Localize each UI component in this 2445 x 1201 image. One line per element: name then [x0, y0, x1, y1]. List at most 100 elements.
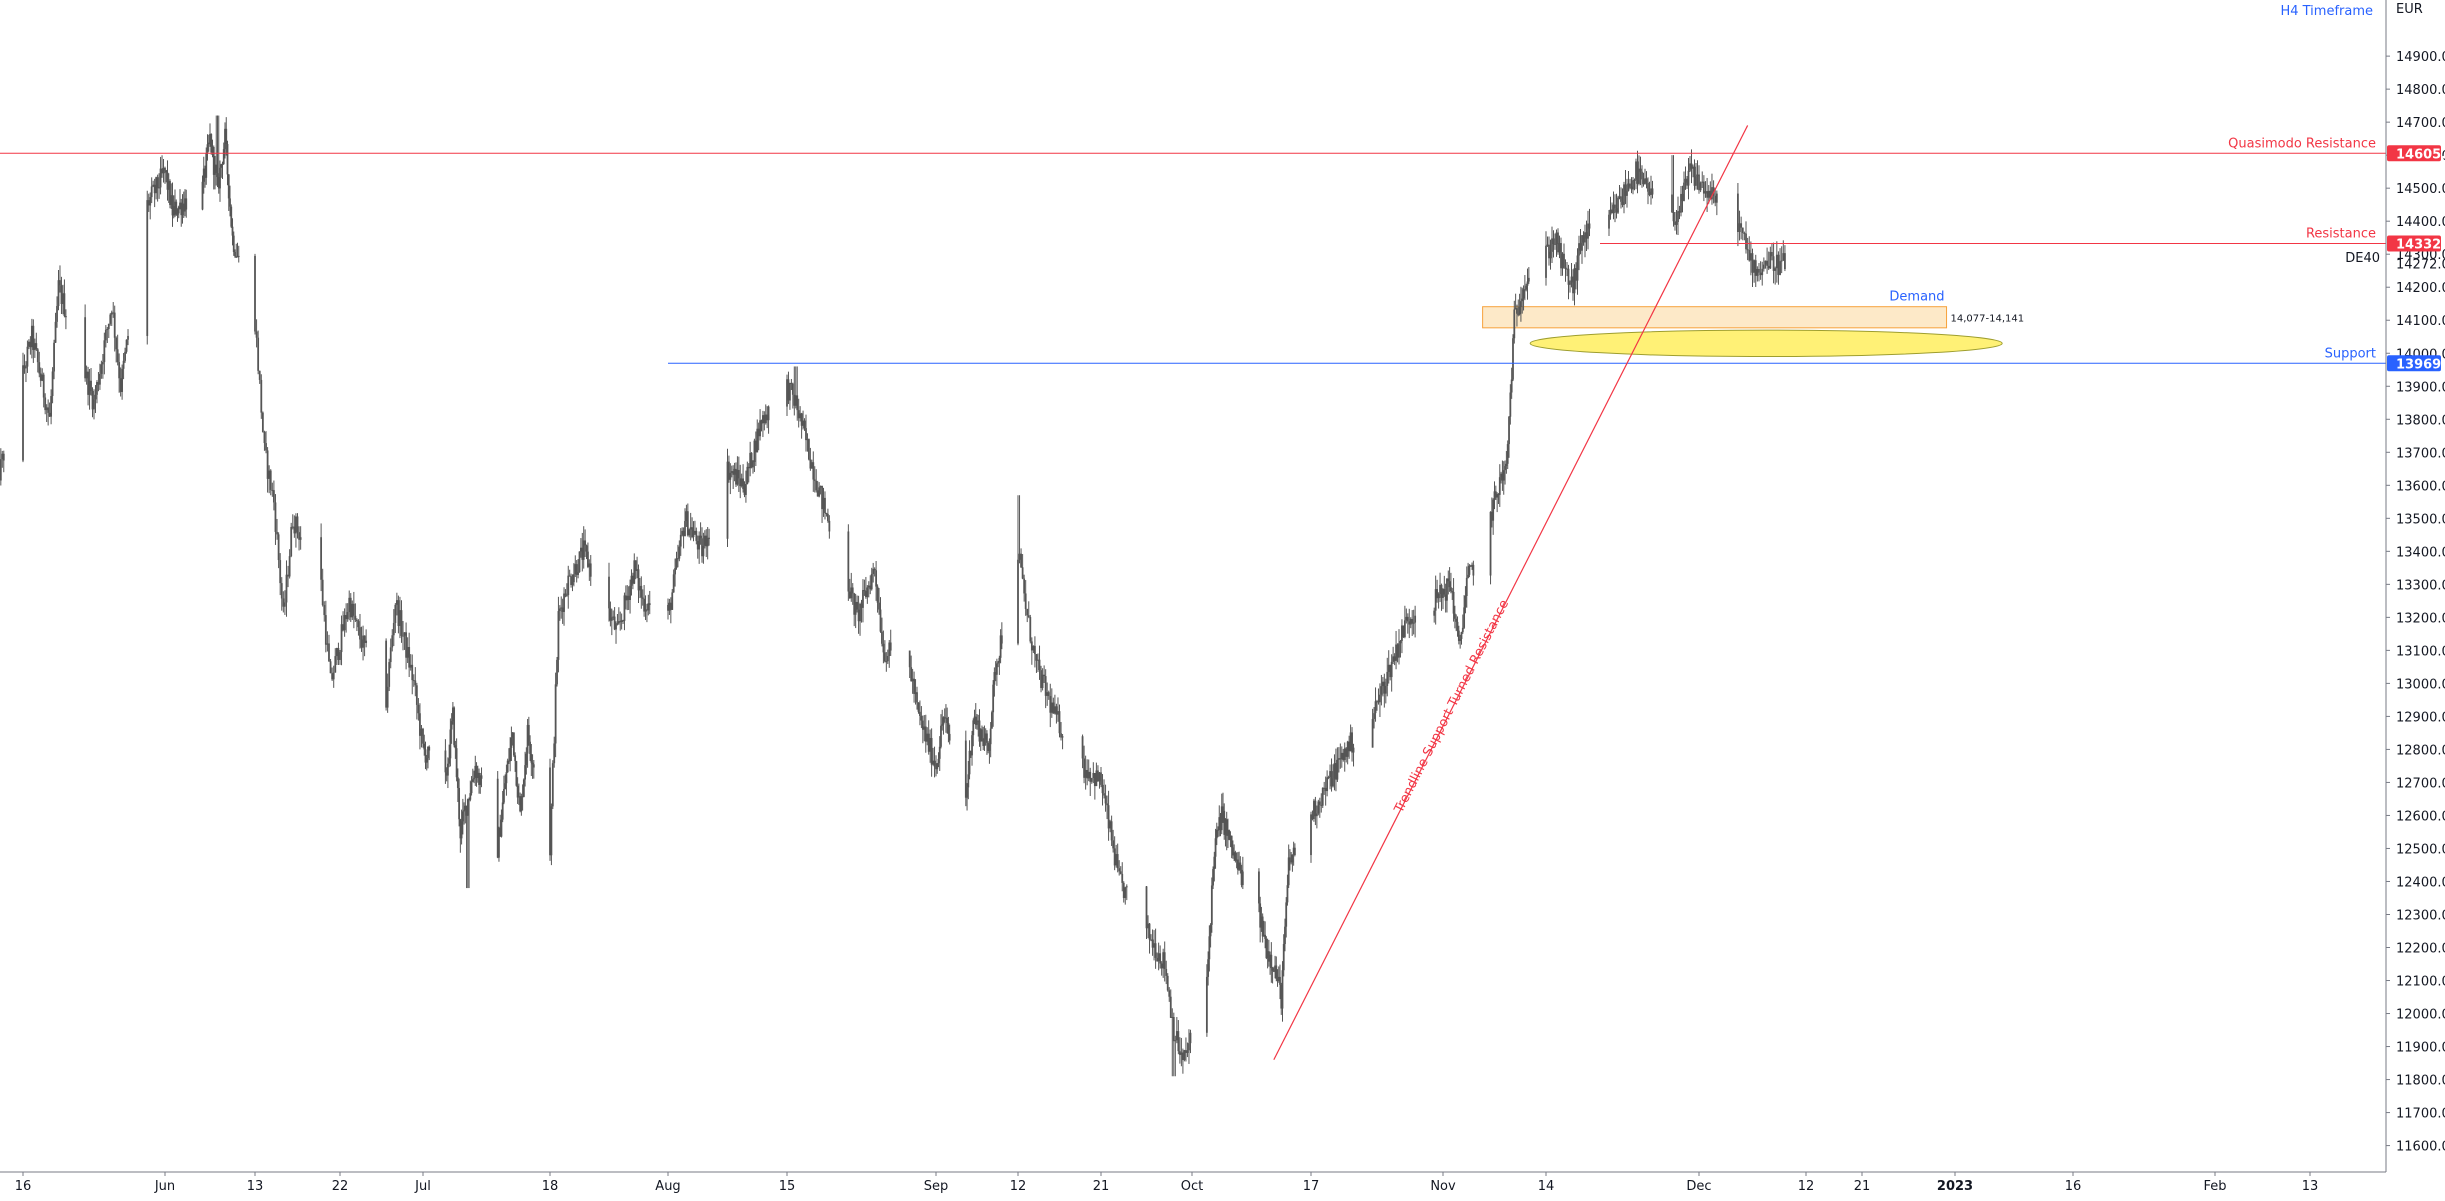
- highlight-ellipse[interactable]: [1530, 330, 2002, 356]
- candle-body: [1563, 254, 1565, 268]
- candle-body: [1640, 169, 1642, 172]
- candle-body: [354, 616, 356, 620]
- candle-body: [103, 340, 105, 362]
- candle-body: [262, 413, 264, 432]
- candle-body: [515, 761, 517, 786]
- candle-body: [1082, 736, 1084, 758]
- candle-body: [456, 748, 458, 777]
- candle-body: [503, 789, 505, 802]
- time-tick-label: Nov: [1430, 1179, 1456, 1194]
- candle-body: [1213, 857, 1215, 869]
- price-tick-label: 14100.0: [2396, 314, 2445, 329]
- candle-body: [1272, 968, 1274, 971]
- candle-body: [680, 535, 682, 547]
- candle-body: [1739, 223, 1741, 232]
- candle-body: [1173, 1017, 1175, 1041]
- candle-body: [1520, 301, 1522, 307]
- price-tick-label: 13000.0: [2396, 677, 2445, 692]
- candle-body: [410, 665, 412, 668]
- demand-zone[interactable]: [1483, 307, 1947, 328]
- candle-body: [852, 587, 854, 593]
- candle-body: [295, 516, 297, 533]
- candle-body: [123, 361, 125, 369]
- candle-body: [1577, 256, 1579, 281]
- candle-body: [884, 652, 886, 661]
- candle-body: [1646, 178, 1648, 182]
- candle-body: [1206, 977, 1208, 1033]
- candle-body: [1450, 587, 1452, 591]
- candle-body: [1375, 701, 1377, 713]
- candle-body: [1776, 255, 1778, 268]
- candle-body: [1459, 639, 1461, 641]
- candle-body: [1443, 589, 1445, 594]
- price-axis[interactable]: 11600.011700.011800.011900.012000.012100…: [2386, 0, 2445, 1172]
- candle-body: [513, 732, 515, 755]
- candle-body: [1042, 675, 1044, 688]
- price-tick-label: 13900.0: [2396, 380, 2445, 395]
- candle-body: [1446, 578, 1448, 600]
- time-tick-label: 16: [2065, 1179, 2082, 1194]
- candle-body: [1516, 308, 1518, 314]
- candle-body: [998, 658, 1000, 663]
- candle-body: [1285, 902, 1287, 926]
- candle-body: [1056, 706, 1058, 714]
- candle-body: [949, 734, 951, 741]
- candle-body: [1275, 966, 1277, 979]
- candle-body: [1270, 955, 1272, 968]
- price-tick-label: 11800.0: [2396, 1074, 2445, 1089]
- candle-body: [590, 563, 592, 576]
- candle-body: [920, 716, 922, 721]
- candle-body: [217, 173, 219, 177]
- candle-body: [234, 252, 236, 256]
- candle-body: [551, 806, 553, 855]
- candle-body: [348, 598, 350, 612]
- candle-body: [1046, 692, 1048, 696]
- candle-body: [284, 602, 286, 606]
- price-tick-label: 13500.0: [2396, 512, 2445, 527]
- candle-body: [1469, 566, 1471, 575]
- candle-body: [909, 651, 911, 668]
- candle-body: [1745, 234, 1747, 250]
- candle-body: [393, 623, 395, 635]
- candle-body: [50, 396, 52, 417]
- candle-body: [1523, 289, 1525, 298]
- candle-body: [789, 383, 791, 401]
- trendline[interactable]: [1274, 125, 1748, 1059]
- candle-body: [1045, 676, 1047, 696]
- candle-body: [1676, 222, 1678, 225]
- candle-body: [883, 644, 885, 653]
- resistance-price-tag-text: 14332.6: [2396, 237, 2445, 252]
- time-tick-label: Feb: [2203, 1179, 2226, 1194]
- candle-body: [1512, 338, 1514, 379]
- candle-body: [808, 439, 810, 459]
- candle-body: [1284, 927, 1286, 944]
- candle-body: [805, 428, 807, 440]
- candle-body: [278, 534, 280, 560]
- candle-body: [292, 527, 294, 528]
- candle-body: [298, 532, 300, 540]
- candle-body: [471, 782, 473, 793]
- candle-body: [281, 583, 283, 598]
- candle-body: [1043, 675, 1045, 676]
- candle-body: [1019, 554, 1021, 560]
- candle-body: [1094, 773, 1096, 786]
- candle-body: [617, 623, 619, 624]
- candle-body: [419, 713, 421, 736]
- candle-body: [238, 256, 240, 257]
- candle-body: [1106, 803, 1108, 805]
- candle-body: [1513, 309, 1515, 338]
- candle-body: [229, 198, 231, 206]
- candle-body: [115, 338, 117, 350]
- timeframe-label: H4 Timeframe: [2280, 4, 2373, 19]
- candle-body: [334, 656, 336, 673]
- candle-body: [997, 662, 999, 663]
- candle-body: [405, 632, 407, 657]
- time-tick-label: 16: [15, 1179, 32, 1194]
- candle-body: [1617, 198, 1619, 213]
- candle-body: [102, 362, 104, 364]
- candle-body: [814, 480, 816, 481]
- candle-body: [364, 636, 366, 643]
- candle-body: [1124, 887, 1126, 898]
